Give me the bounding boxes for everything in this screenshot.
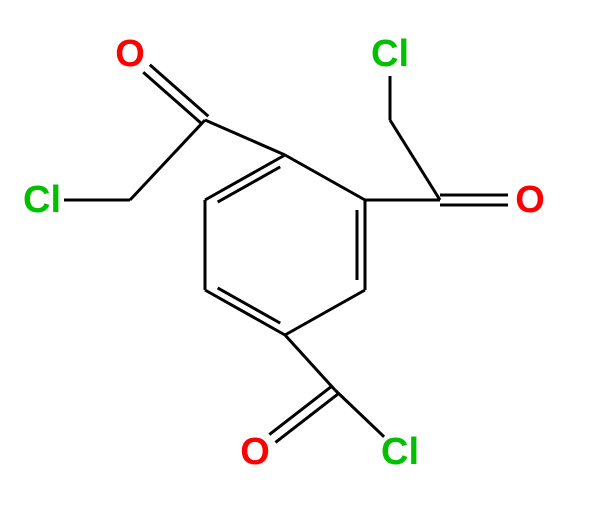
bond [285,155,365,200]
atom-label-o: O [115,33,145,75]
atom-label-cl: Cl [381,431,419,473]
bond [218,167,281,202]
bond [269,386,332,435]
atom-label-o: O [240,431,270,473]
bond [335,390,384,437]
bond [205,120,285,155]
bond [390,120,440,200]
atom-label-cl: Cl [371,33,409,75]
bond [205,290,285,335]
bond [218,288,281,323]
bond [285,335,335,390]
bond [130,120,205,200]
atom-label-cl: Cl [23,179,61,221]
bond [275,394,338,443]
bond [285,290,365,335]
molecule-diagram: O Cl Cl O O Cl [0,0,594,523]
bond [205,155,285,200]
bond [150,65,208,116]
bond [143,72,201,123]
atom-label-o: O [515,179,545,221]
